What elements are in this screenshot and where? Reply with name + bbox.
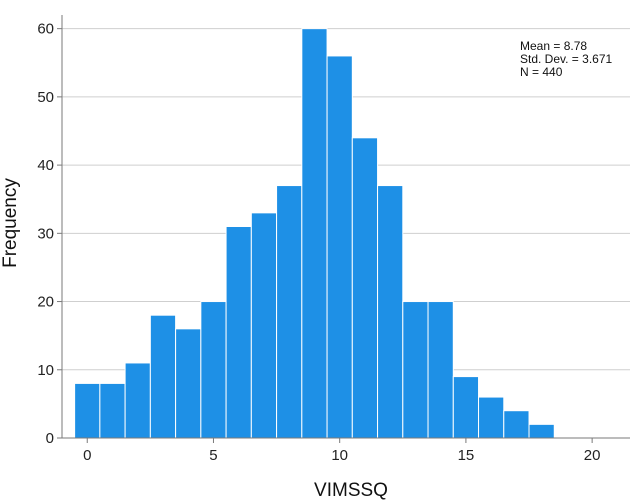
histogram-bar <box>528 423 555 439</box>
y-tick-label: 60 <box>37 21 54 38</box>
histogram-bar <box>124 362 151 439</box>
histogram-bar <box>200 301 227 439</box>
histogram-bars <box>74 28 555 439</box>
x-tick-label: 20 <box>584 447 601 464</box>
histogram-bar <box>301 28 328 439</box>
histogram-bar <box>276 185 303 439</box>
histogram-bar <box>99 382 126 439</box>
histogram-bar <box>225 226 252 439</box>
y-tick-label: 40 <box>37 157 54 174</box>
histogram-bar <box>503 410 530 439</box>
stats-n: N = 440 <box>520 65 563 79</box>
histogram-bar <box>149 314 177 439</box>
axes <box>57 15 630 443</box>
histogram-bar <box>250 212 278 439</box>
histogram-bar <box>351 137 379 439</box>
y-tick-label: 50 <box>37 89 54 106</box>
x-tick-label: 10 <box>331 447 348 464</box>
histogram-bar <box>175 328 202 439</box>
x-tick-label: 5 <box>209 447 217 464</box>
y-tick-label: 10 <box>37 362 54 379</box>
stats-box: Mean = 8.78 Std. Dev. = 3.671 N = 440 <box>520 39 612 79</box>
histogram-bar <box>326 55 353 439</box>
histogram-bar <box>402 301 429 439</box>
histogram-bar <box>427 301 454 439</box>
stats-mean: Mean = 8.78 <box>520 39 587 53</box>
x-tick-label: 0 <box>83 447 91 464</box>
x-axis-title: VIMSSQ <box>314 480 388 501</box>
histogram-bar <box>452 376 480 439</box>
y-tick-label: 30 <box>37 225 54 242</box>
tick-labels: 0 10 20 30 40 50 60 0 5 10 15 20 <box>37 21 600 464</box>
y-axis-title: Frequency <box>0 178 21 268</box>
y-tick-label: 20 <box>37 294 54 311</box>
x-tick-label: 15 <box>458 447 475 464</box>
y-tick-label: 0 <box>46 430 54 447</box>
histogram-bar <box>74 382 101 439</box>
histogram-bar <box>377 185 404 439</box>
histogram-bar <box>478 396 505 439</box>
stats-std-dev: Std. Dev. = 3.671 <box>520 52 612 66</box>
